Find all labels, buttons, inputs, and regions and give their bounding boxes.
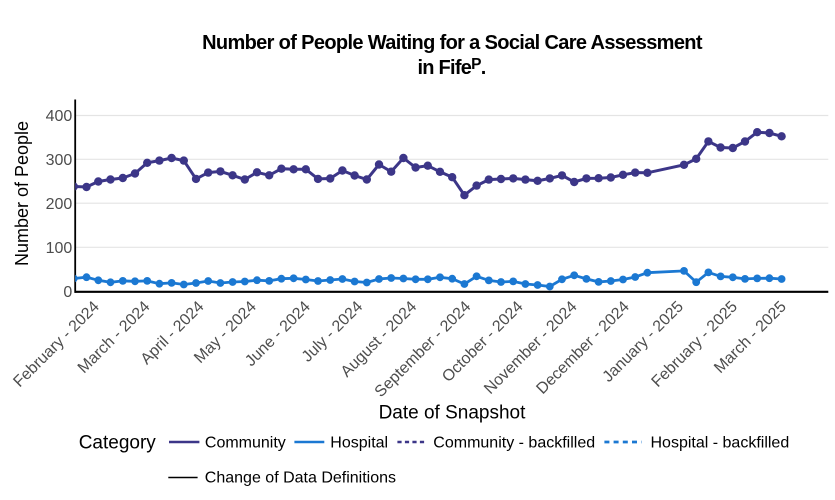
- svg-text:September - 2024: September - 2024: [372, 298, 475, 401]
- svg-text:Number of People: Number of People: [12, 121, 32, 266]
- svg-text:0: 0: [63, 284, 72, 301]
- svg-text:100: 100: [46, 240, 73, 257]
- svg-text:Hospital - backfilled: Hospital - backfilled: [651, 434, 790, 451]
- svg-text:in FifeP.: in FifeP.: [417, 56, 485, 79]
- svg-text:Date of Snapshot: Date of Snapshot: [379, 402, 527, 423]
- svg-text:200: 200: [46, 196, 73, 213]
- svg-text:Change of Data Definitions: Change of Data Definitions: [205, 469, 396, 486]
- svg-text:Number of People Waiting for a: Number of People Waiting for a Social Ca…: [202, 32, 703, 54]
- svg-text:400: 400: [46, 108, 73, 125]
- svg-text:300: 300: [46, 152, 73, 169]
- svg-text:Community - backfilled: Community - backfilled: [433, 434, 595, 451]
- svg-text:Community: Community: [205, 434, 286, 451]
- svg-text:Category: Category: [79, 432, 157, 453]
- svg-text:Hospital: Hospital: [330, 434, 388, 451]
- svg-text:November - 2024: November - 2024: [481, 298, 581, 398]
- svg-text:December - 2024: December - 2024: [533, 298, 633, 398]
- svg-text:February - 2024: February - 2024: [10, 298, 103, 391]
